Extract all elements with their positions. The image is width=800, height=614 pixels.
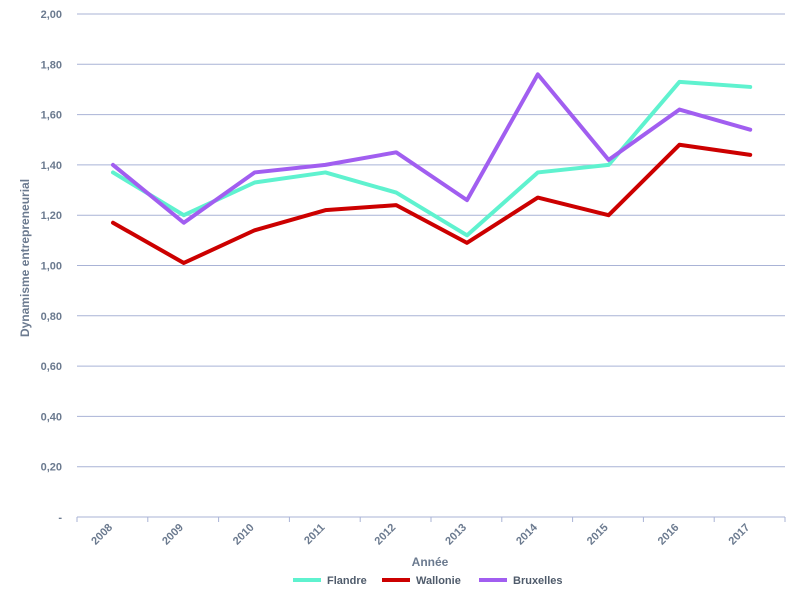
y-axis-title: Dynamisme entrepreneurial [18,179,32,337]
y-tick-label: 1,40 [41,160,62,172]
x-tick-label: 2015 [585,522,611,548]
x-tick-label: 2013 [443,522,469,548]
series-line-flandre [111,79,753,238]
legend-label: Bruxelles [513,575,563,587]
y-tick-label: 1,20 [41,210,62,222]
y-tick-label: 2,00 [41,9,62,21]
legend-label: Wallonie [416,575,461,587]
y-tick-label: 1,00 [41,261,62,273]
legend: Flandre Wallonie Bruxelles [293,575,563,587]
y-tick-label: - [58,512,62,524]
x-tick-label: 2008 [89,522,115,548]
x-tick-label: 2014 [514,521,540,547]
legend-label: Flandre [327,575,367,587]
x-tick-label: 2011 [302,522,327,547]
y-tick-label: 0,60 [41,361,62,373]
y-tick-label: 0,40 [41,411,62,423]
y-tick-label: 1,60 [41,110,62,122]
y-tick-label: 0,80 [41,311,62,323]
y-axis-ticks: - 0,20 0,40 0,60 0,80 1,00 1,20 1,40 1,60 1,80 2,0… [41,9,63,524]
x-tick-label: 2009 [160,522,186,548]
x-axis-ticks: 2008 2009 2010 2011 2012 2013 2014 2015 2016 2017 [76,517,786,548]
series-lines [111,72,753,265]
x-axis-title: Année [412,555,449,569]
series-line-wallonie [111,142,753,265]
x-tick-label: 2010 [231,522,257,548]
x-tick-label: 2012 [373,522,399,548]
x-tick-label: 2017 [727,522,753,548]
y-tick-label: 1,80 [41,59,62,71]
series-line-bruxelles [111,72,753,225]
gridlines [77,13,785,518]
y-tick-label: 0,20 [41,462,62,474]
x-tick-label: 2016 [656,522,682,548]
